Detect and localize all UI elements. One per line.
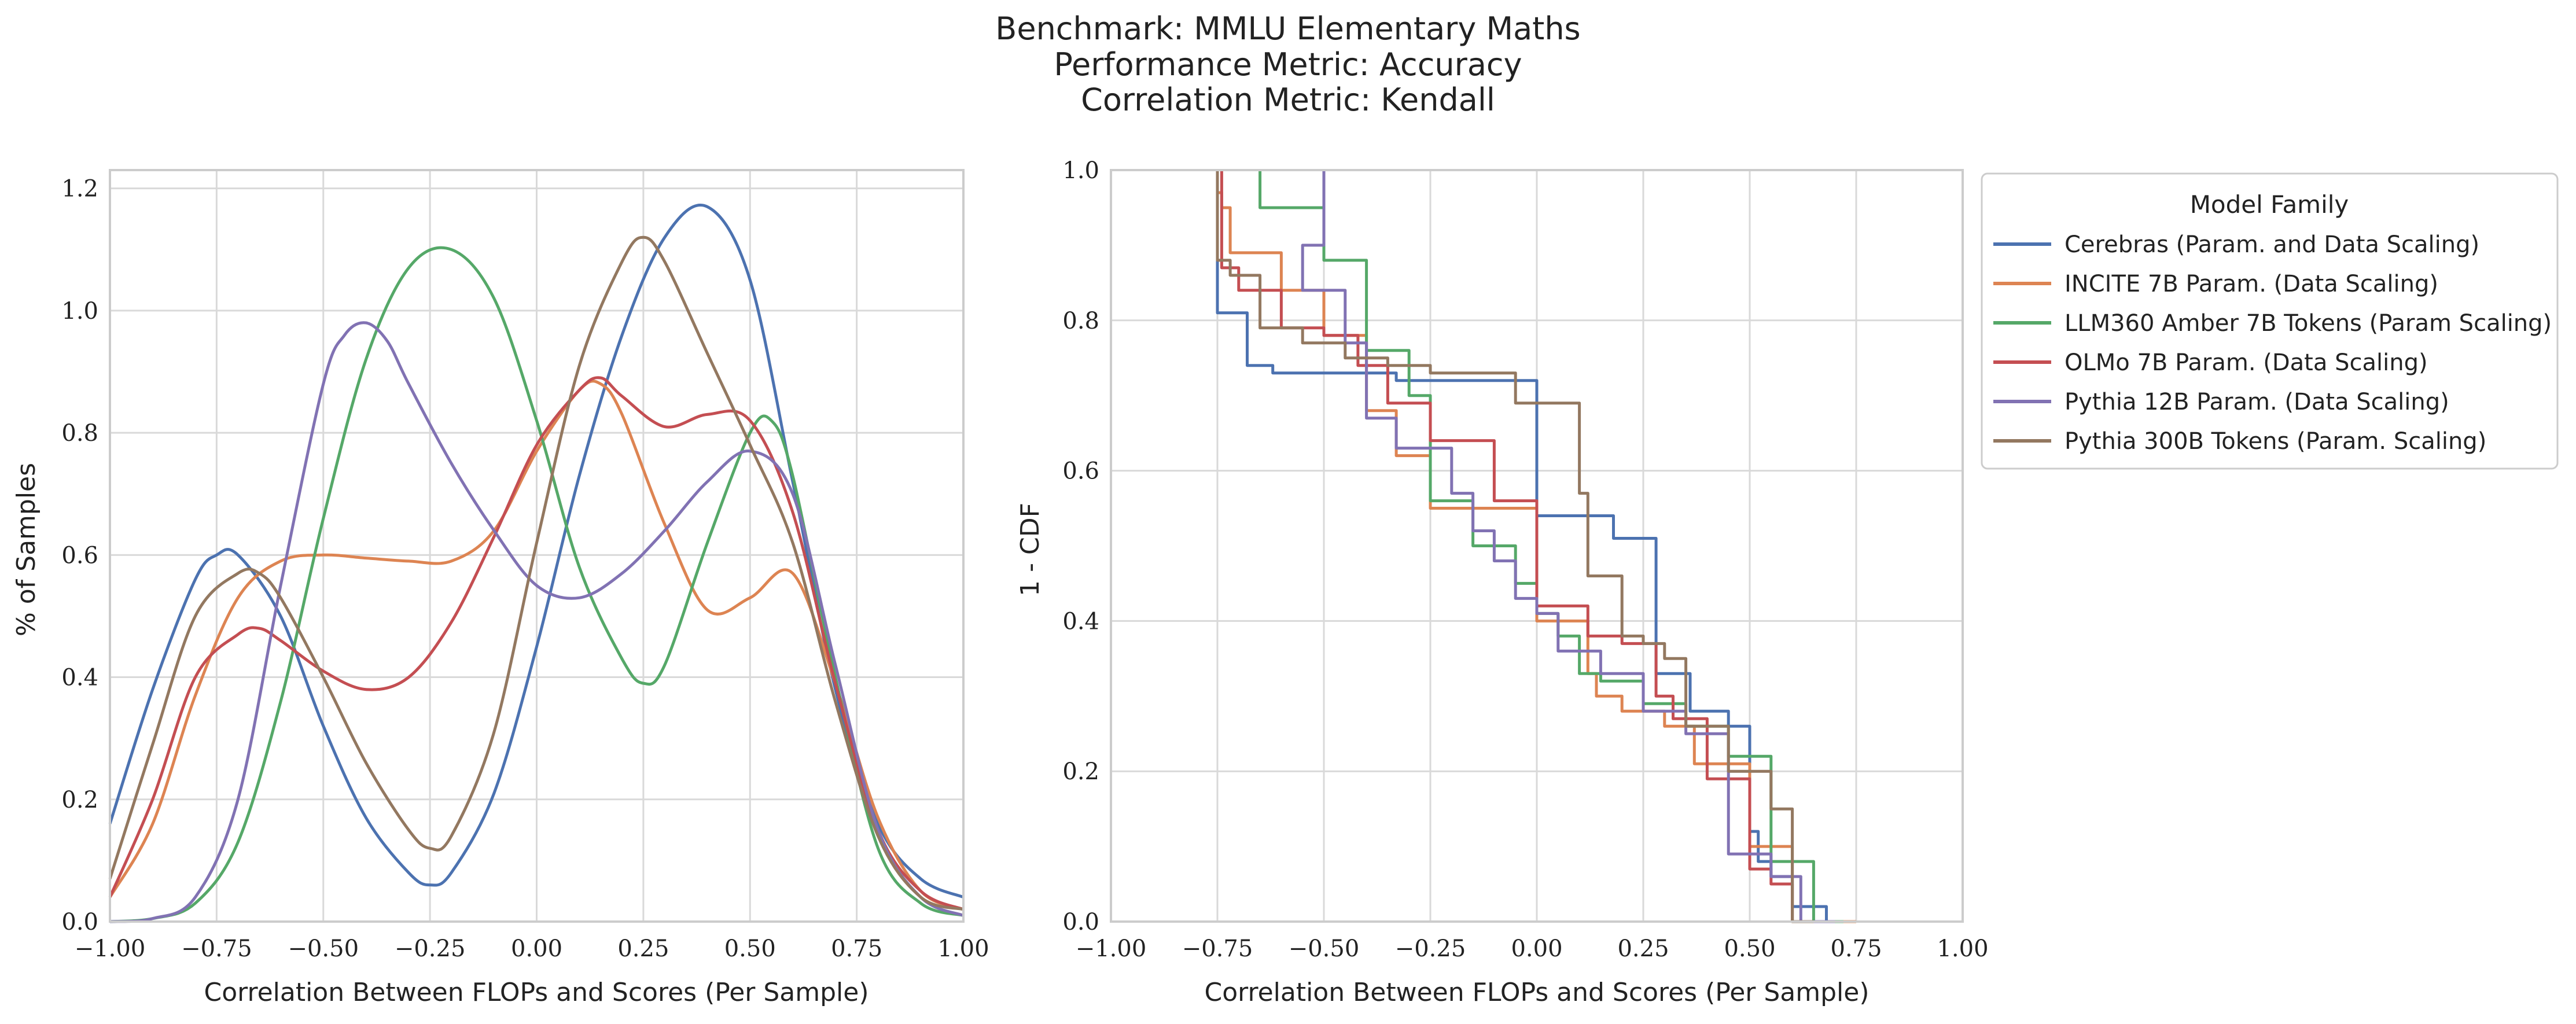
ccdf-y-tick-label: 0.6 [1062, 458, 1099, 485]
legend-title: Model Family [2190, 190, 2349, 219]
legend-label-1: INCITE 7B Param. (Data Scaling) [2065, 271, 2438, 297]
ccdf-x-tick-label: −1.00 [1076, 935, 1147, 962]
ccdf-y-tick-label: 0.0 [1062, 909, 1099, 935]
legend-label-2: LLM360 Amber 7B Tokens (Param Scaling) [2065, 310, 2552, 337]
ccdf-series-line-5 [1216, 170, 1814, 923]
kde-x-tick-label: 0.00 [511, 935, 562, 962]
ccdf-series [1216, 170, 1856, 923]
kde-y-tick-label: 0.4 [61, 665, 98, 691]
kde-y-tick-label: 0.8 [61, 420, 98, 447]
legend-label-0: Cerebras (Param. and Data Scaling) [2065, 231, 2479, 258]
kde-x-ticks: −1.00 −0.75 −0.50 −0.25 0.00 0.25 0.50 0.75 1.00 [75, 935, 989, 962]
ccdf-x-tick-label: −0.75 [1182, 935, 1253, 962]
legend-label-4: Pythia 12B Param. (Data Scaling) [2065, 389, 2449, 415]
ccdf-x-tick-label: −0.25 [1395, 935, 1466, 962]
kde-y-tick-label: 0.2 [61, 787, 98, 813]
kde-x-tick-label: 0.25 [617, 935, 669, 962]
kde-x-tick-label: −0.50 [288, 935, 359, 962]
kde-x-tick-label: 1.00 [937, 935, 989, 962]
kde-y-axis-label: % of Samples [12, 463, 41, 636]
kde-x-tick-label: 0.75 [831, 935, 882, 962]
ccdf-x-tick-label: 0.75 [1830, 935, 1882, 962]
kde-y-tick-label: 0.0 [61, 909, 98, 935]
ccdf-x-ticks: −1.00 −0.75 −0.50 −0.25 0.00 0.25 0.50 0.75 1.00 [1076, 935, 1989, 962]
title-line-3: Correlation Metric: Kendall [1081, 82, 1495, 118]
ccdf-x-axis-label: Correlation Between FLOPs and Scores (Pe… [1204, 978, 1869, 1007]
kde-series-line-5 [108, 235, 964, 911]
legend-label-3: OLMo 7B Param. (Data Scaling) [2065, 349, 2428, 376]
kde-x-tick-label: −0.75 [181, 935, 252, 962]
ccdf-series-line-4 [1301, 170, 1835, 923]
ccdf-y-axis-label: 1 - CDF [1015, 503, 1045, 596]
legend-label-5: Pythia 300B Tokens (Param. Scaling) [2065, 428, 2486, 455]
legend-box [1981, 172, 2559, 470]
kde-x-tick-label: 0.50 [724, 935, 776, 962]
title-line-1: Benchmark: MMLU Elementary Maths [995, 10, 1580, 47]
kde-x-tick-label: −0.25 [395, 935, 466, 962]
ccdf-y-tick-label: 0.2 [1062, 758, 1099, 785]
kde-series-line-4 [109, 321, 964, 923]
ccdf-y-tick-label: 0.8 [1062, 308, 1099, 334]
ccdf-plot-frame [1110, 169, 1964, 923]
kde-y-tick-label: 1.0 [61, 298, 98, 325]
title-line-2: Performance Metric: Accuracy [1054, 46, 1522, 83]
ccdf-y-tick-label: 1.0 [1062, 157, 1099, 184]
kde-series [108, 203, 964, 923]
kde-series-line-3 [108, 376, 964, 911]
ccdf-y-ticks: 0.0 0.2 0.4 0.6 0.8 1.0 [1062, 157, 1099, 935]
ccdf-x-tick-label: 0.00 [1511, 935, 1562, 962]
figure-title: Benchmark: MMLU Elementary Maths Perform… [995, 10, 1580, 118]
ccdf-chart: −1.00 −0.75 −0.50 −0.25 0.00 0.25 0.50 0.75 1.00… [1015, 157, 1989, 1007]
ccdf-y-tick-label: 0.4 [1062, 608, 1099, 635]
ccdf-x-tick-label: 0.25 [1617, 935, 1669, 962]
kde-series-line-0 [108, 203, 964, 899]
kde-x-axis-label: Correlation Between FLOPs and Scores (Pe… [204, 978, 869, 1007]
kde-y-ticks: 0.0 0.2 0.4 0.6 0.8 1.0 1.2 [61, 176, 98, 935]
legend-entries: Cerebras (Param. and Data Scaling) INCITE… [1993, 231, 2552, 455]
kde-x-tick-label: −1.00 [75, 935, 146, 962]
kde-chart: −1.00 −0.75 −0.50 −0.25 0.00 0.25 0.50 0.75 1.00… [12, 169, 989, 1007]
ccdf-x-tick-label: 0.50 [1724, 935, 1775, 962]
ccdf-x-tick-label: 1.00 [1937, 935, 1988, 962]
kde-y-tick-label: 1.2 [61, 176, 98, 202]
legend: Model Family Cerebras (Param. and Data S… [1981, 172, 2559, 470]
ccdf-x-tick-label: −0.50 [1289, 935, 1360, 962]
kde-plot-frame [109, 169, 965, 923]
kde-y-tick-label: 0.6 [61, 542, 98, 569]
